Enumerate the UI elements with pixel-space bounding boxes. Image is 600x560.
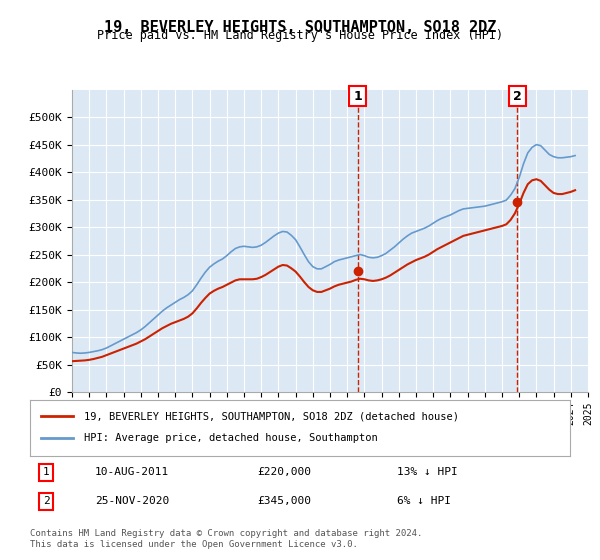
- Text: 1: 1: [353, 90, 362, 102]
- Text: 19, BEVERLEY HEIGHTS, SOUTHAMPTON, SO18 2DZ (detached house): 19, BEVERLEY HEIGHTS, SOUTHAMPTON, SO18 …: [84, 411, 459, 421]
- Text: 13% ↓ HPI: 13% ↓ HPI: [397, 467, 458, 477]
- Text: Contains HM Land Registry data © Crown copyright and database right 2024.
This d: Contains HM Land Registry data © Crown c…: [30, 529, 422, 549]
- Text: 2: 2: [513, 90, 522, 102]
- Text: 10-AUG-2011: 10-AUG-2011: [95, 467, 169, 477]
- Text: HPI: Average price, detached house, Southampton: HPI: Average price, detached house, Sout…: [84, 433, 378, 444]
- Text: £220,000: £220,000: [257, 467, 311, 477]
- Text: Price paid vs. HM Land Registry's House Price Index (HPI): Price paid vs. HM Land Registry's House …: [97, 29, 503, 42]
- Text: £345,000: £345,000: [257, 496, 311, 506]
- Text: 19, BEVERLEY HEIGHTS, SOUTHAMPTON, SO18 2DZ: 19, BEVERLEY HEIGHTS, SOUTHAMPTON, SO18 …: [104, 20, 496, 35]
- Text: 2: 2: [43, 496, 50, 506]
- Text: 1: 1: [43, 467, 50, 477]
- Text: 25-NOV-2020: 25-NOV-2020: [95, 496, 169, 506]
- Text: 6% ↓ HPI: 6% ↓ HPI: [397, 496, 451, 506]
